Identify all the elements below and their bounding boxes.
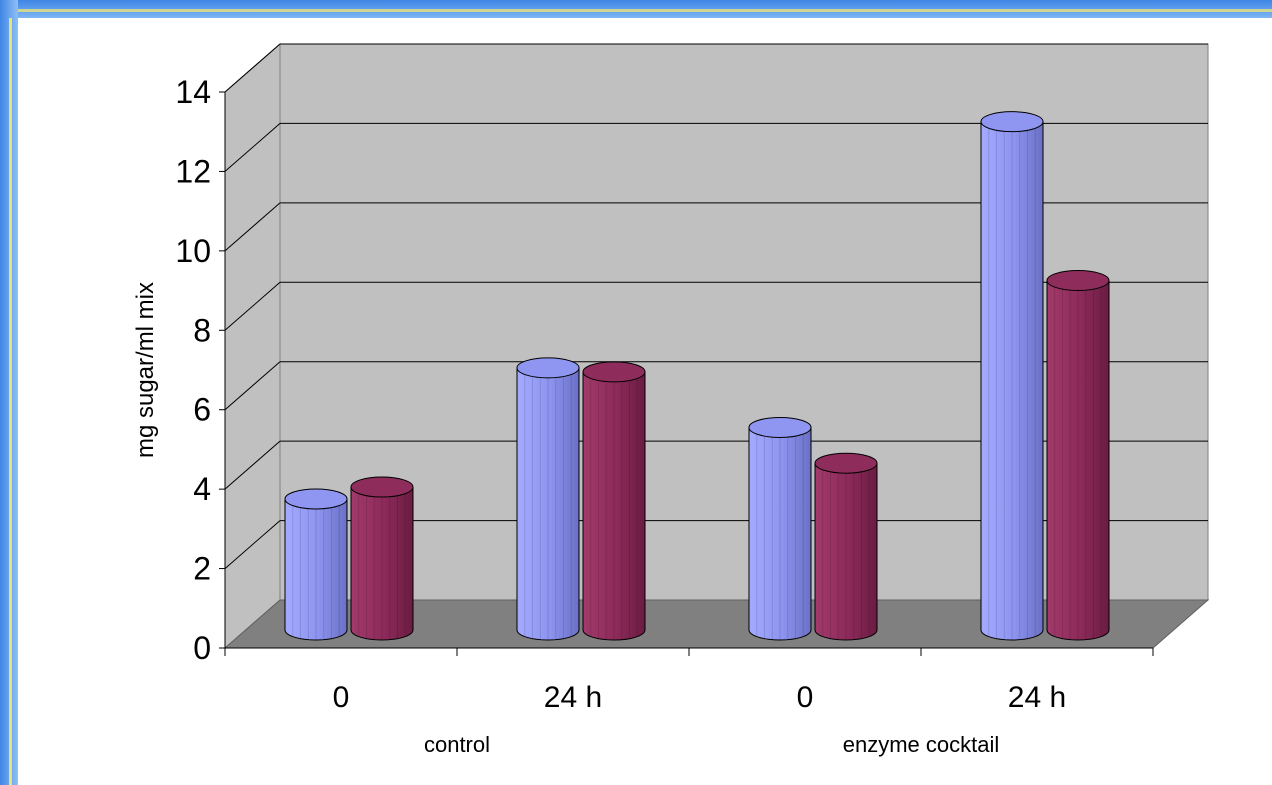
y-tick-label: 12 bbox=[175, 153, 211, 189]
bar-cylinder bbox=[980, 111, 1044, 641]
x-group-label: enzyme cocktail bbox=[843, 732, 1000, 757]
bar-cylinder bbox=[516, 357, 580, 641]
x-category-label: 0 bbox=[333, 681, 350, 714]
x-group-labels: control enzyme cocktail bbox=[424, 732, 999, 757]
bar-cylinder bbox=[582, 361, 646, 641]
y-tick-label: 0 bbox=[193, 630, 211, 666]
bar-cylinder bbox=[350, 476, 414, 641]
y-tick-label: 14 bbox=[175, 74, 211, 110]
bar-top bbox=[980, 111, 1044, 133]
gridline-side bbox=[224, 123, 281, 172]
chart-container: 0 2 4 6 8 10 12 14 0 24 h 0 24 h control enzyme coc… bbox=[20, 20, 1270, 783]
side-wall bbox=[224, 42, 281, 650]
y-tick-label: 6 bbox=[193, 392, 211, 428]
gridline-side bbox=[224, 281, 281, 331]
frame-left-stripe bbox=[9, 18, 12, 785]
bar-body bbox=[516, 367, 580, 641]
y-tick-label: 2 bbox=[193, 551, 211, 587]
bar-top bbox=[284, 488, 348, 510]
bar-top bbox=[748, 416, 812, 438]
x-category-label: 24 h bbox=[544, 681, 602, 714]
bar-cylinder bbox=[284, 488, 348, 641]
bar-top bbox=[1046, 270, 1110, 292]
y-tick-label: 8 bbox=[193, 312, 211, 348]
bar-top bbox=[516, 357, 580, 379]
gridline-side bbox=[224, 202, 281, 252]
bar-top bbox=[350, 476, 414, 498]
y-tick-label: 4 bbox=[193, 471, 211, 507]
bar-top bbox=[582, 361, 646, 383]
bar-body bbox=[582, 371, 646, 641]
x-group-label: control bbox=[424, 732, 490, 757]
axes bbox=[224, 92, 1154, 656]
bars bbox=[284, 111, 1110, 641]
x-category-label: 24 h bbox=[1008, 681, 1066, 714]
bar-cylinder bbox=[814, 452, 878, 641]
y-tick-label: 10 bbox=[175, 233, 211, 269]
gridline-side bbox=[224, 520, 281, 569]
bar-body bbox=[748, 426, 812, 641]
bar-top bbox=[814, 452, 878, 474]
gridline-side bbox=[224, 43, 281, 93]
x-category-labels: 0 24 h 0 24 h bbox=[333, 681, 1067, 714]
y-axis-title: mg sugar/ml mix bbox=[132, 282, 159, 458]
frame-top-stripe bbox=[18, 9, 1272, 12]
bar-body bbox=[814, 462, 878, 641]
y-tick-labels: 0 2 4 6 8 10 12 14 bbox=[175, 74, 211, 666]
bar-body bbox=[350, 486, 414, 641]
gridline-side bbox=[224, 440, 281, 490]
gridline-side bbox=[224, 361, 281, 411]
bar-body bbox=[1046, 280, 1110, 641]
bar-cylinder bbox=[748, 416, 812, 641]
bar-body bbox=[284, 498, 348, 641]
x-category-label: 0 bbox=[797, 681, 814, 714]
bar-body bbox=[980, 121, 1044, 641]
bar-cylinder bbox=[1046, 270, 1110, 641]
bar-chart-3d: 0 2 4 6 8 10 12 14 0 24 h 0 24 h control enzyme coc… bbox=[132, 42, 1210, 757]
